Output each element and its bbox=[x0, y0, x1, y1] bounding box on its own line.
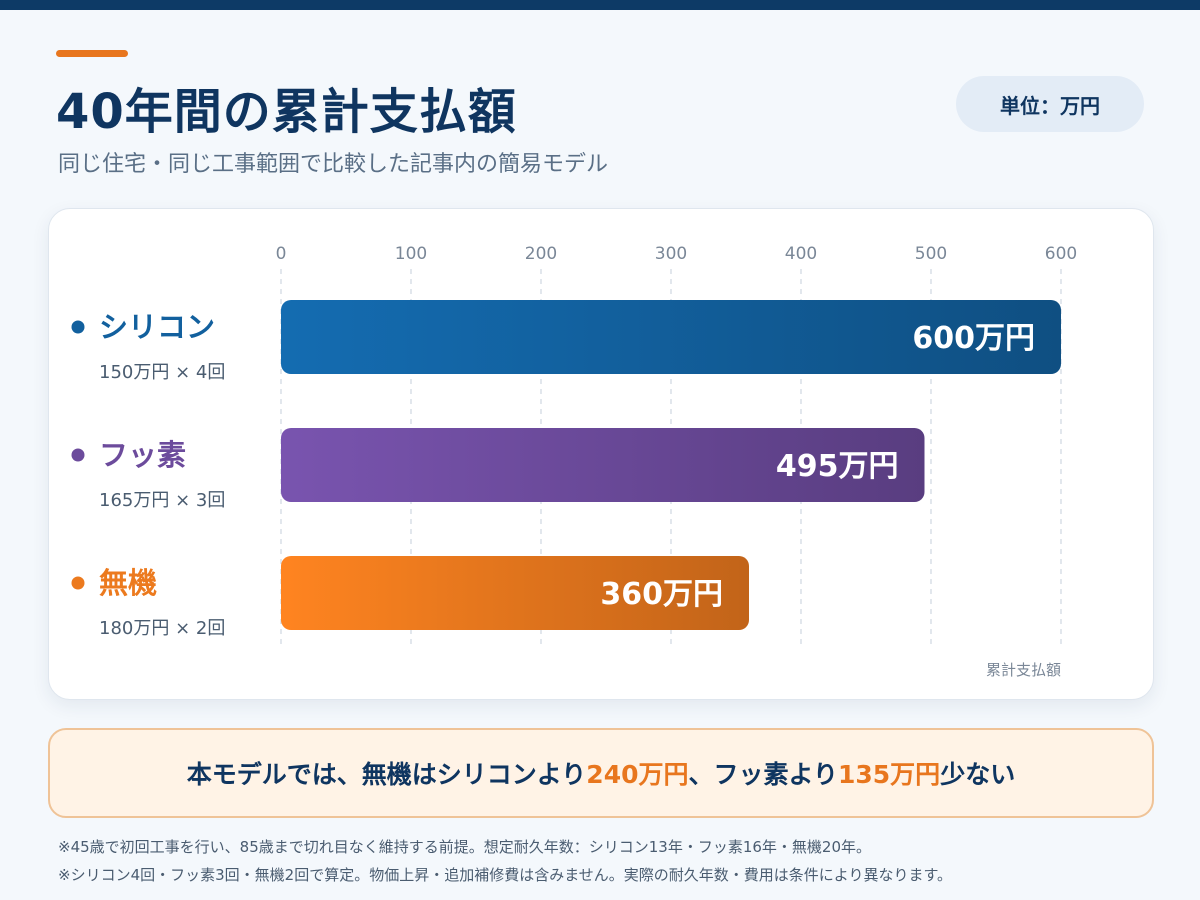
footnote-1: ※45歳で初回工事を行い、85歳まで切れ目なく維持する前提。想定耐久年数：シリコ… bbox=[58, 838, 872, 856]
x-tick-label-200: 200 bbox=[525, 244, 557, 264]
x-tick-label-0: 0 bbox=[276, 244, 287, 264]
bar-1 bbox=[281, 428, 925, 502]
footnote-2: ※シリコン4回・フッ素3回・無機2回で算定。物価上昇・追加補修費は含みません。実… bbox=[58, 866, 952, 884]
callout-text-1: 本モデルでは、無機はシリコンより bbox=[186, 760, 587, 789]
callout-text-3: 少ない bbox=[940, 760, 1016, 789]
category-sublabel-2: 180万円 × 2回 bbox=[99, 618, 225, 639]
x-tick-label-500: 500 bbox=[915, 244, 947, 264]
callout-highlight-1: 240万円 bbox=[586, 760, 689, 789]
page-title: 40年間の累計支払額 bbox=[56, 84, 517, 140]
chart-card: 0 100 200 300 400 500 600 600万円 シリコン 150万円 × 4回 4… bbox=[48, 208, 1154, 700]
callout-text-2: 、フッ素より bbox=[688, 760, 838, 789]
bar-0 bbox=[281, 300, 1061, 374]
top-strip bbox=[0, 0, 1200, 10]
category-dot-0 bbox=[71, 320, 85, 334]
x-tick-label-300: 300 bbox=[655, 244, 687, 264]
bar-value-label-1: 495万円 bbox=[776, 449, 899, 484]
x-tick-label-100: 100 bbox=[395, 244, 427, 264]
summary-callout: 本モデルでは、無機はシリコンより 240万円 、フッ素より 135万円 少ない bbox=[48, 728, 1154, 818]
category-dot-1 bbox=[71, 448, 85, 462]
category-label-2: 無機 bbox=[99, 566, 157, 600]
x-tick-label-600: 600 bbox=[1045, 244, 1077, 264]
x-axis-label: 累計支払額 bbox=[986, 661, 1061, 679]
category-sublabel-1: 165万円 × 3回 bbox=[99, 490, 225, 511]
bar-chart: 0 100 200 300 400 500 600 600万円 シリコン 150万円 × 4回 4… bbox=[71, 244, 1077, 679]
category-label-0: シリコン bbox=[99, 310, 215, 344]
bar-2 bbox=[281, 556, 749, 630]
bar-value-label-2: 360万円 bbox=[600, 577, 723, 612]
x-tick-label-400: 400 bbox=[785, 244, 817, 264]
callout-highlight-2: 135万円 bbox=[838, 760, 941, 789]
bar-value-label-0: 600万円 bbox=[912, 321, 1035, 356]
category-sublabel-0: 150万円 × 4回 bbox=[99, 362, 225, 383]
category-label-1: フッ素 bbox=[99, 438, 186, 472]
page-subtitle: 同じ住宅・同じ工事範囲で比較した記事内の簡易モデル bbox=[58, 152, 609, 177]
title-accent-line bbox=[56, 50, 128, 57]
category-dot-2 bbox=[71, 576, 85, 590]
unit-badge: 単位：万円 bbox=[956, 76, 1144, 132]
